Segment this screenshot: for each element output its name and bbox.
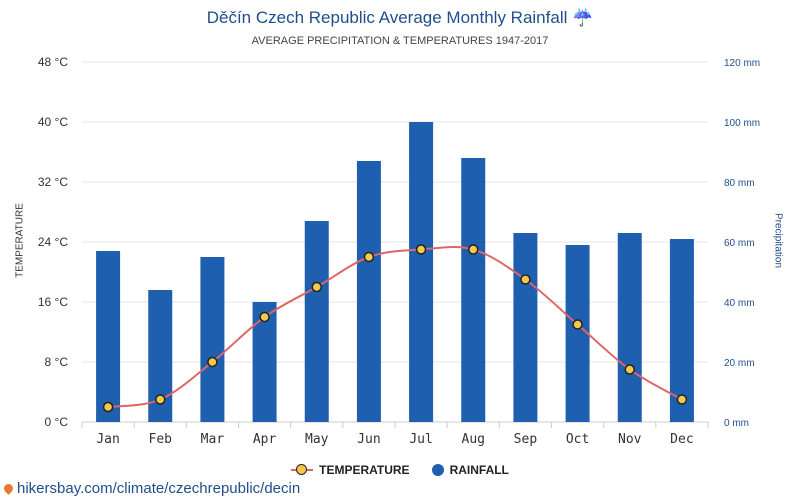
y-tick-label-right: 40 mm [724, 298, 755, 309]
temperature-point [520, 274, 531, 285]
x-tick-label: Jul [409, 432, 432, 447]
x-tick-label: Feb [149, 432, 173, 447]
temperature-legend-icon [291, 464, 314, 476]
x-tick-label: Mar [201, 432, 225, 447]
x-tick-label: Oct [566, 432, 589, 447]
chart-title: Děčín Czech Republic Average Monthly Rai… [206, 8, 594, 27]
rainfall-bar [617, 233, 642, 422]
rainfall-bar [252, 302, 277, 422]
location-pin-icon [2, 482, 15, 495]
temperature-line [107, 245, 683, 408]
legend-label-temperature: TEMPERATURE [319, 463, 410, 477]
rainfall-bar [669, 239, 694, 422]
temperature-point [259, 311, 270, 323]
legend: TEMPERATURE RAINFALL [0, 463, 800, 477]
temperature-point [676, 394, 688, 405]
legend-label-rainfall: RAINFALL [449, 463, 509, 477]
rainfall-bar [304, 221, 329, 422]
y-tick-label-right: 20 mm [724, 358, 755, 369]
y-tick-label-left: 32 °C [38, 175, 68, 189]
temperature-point [415, 244, 427, 255]
temperature-point [311, 281, 322, 293]
rainfall-bar [356, 161, 381, 422]
temperature-point [207, 356, 218, 368]
x-tick-label: Jan [96, 432, 119, 447]
temperature-point [572, 319, 583, 330]
y-tick-label-left: 8 °C [45, 355, 69, 369]
temperature-point [624, 364, 635, 375]
source-link[interactable]: hikersbay.com/climate/czechrepublic/deci… [2, 480, 301, 497]
temperature-point [102, 401, 114, 413]
y-tick-label-right: 80 mm [724, 178, 755, 189]
x-tick-label: Dec [670, 432, 693, 447]
y-tick-label-left: 40 °C [38, 115, 68, 129]
x-tick-label: Aug [462, 432, 485, 447]
x-tick-label: Sep [514, 432, 538, 447]
y-tick-label-left: 48 °C [38, 55, 68, 69]
y-tick-label-left: 0 °C [45, 415, 69, 429]
x-tick-label: Jun [357, 432, 380, 447]
source-url: hikersbay.com/climate/czechrepublic/deci… [17, 480, 301, 497]
x-tick-label: Apr [253, 432, 277, 447]
rainfall-bar [200, 257, 225, 422]
y-tick-label-right: 0 mm [724, 418, 749, 429]
x-tick-label: May [305, 432, 329, 447]
chart-area: 0 °C 0 mm 8 °C 20 mm 16 °C 40 mm 24 °C 60 mm 32 … [38, 55, 760, 447]
y-tick-label-right: 60 mm [724, 238, 755, 249]
rainfall-bar [513, 233, 538, 422]
rainfall-bar [409, 122, 434, 422]
y-tick-label-right: 120 mm [724, 58, 760, 69]
temperature-point [155, 394, 166, 405]
y-tick-label-left: 16 °C [38, 295, 68, 309]
rainfall-bar [461, 158, 486, 422]
legend-item-temperature[interactable]: TEMPERATURE [291, 463, 410, 477]
x-tick-label: Nov [618, 432, 642, 447]
chart-subtitle: AVERAGE PRECIPITATION & TEMPERATURES 194… [251, 35, 549, 47]
y-tick-label-left: 24 °C [38, 235, 68, 249]
temperature-point [468, 244, 479, 255]
legend-item-rainfall[interactable]: RAINFALL [431, 463, 509, 477]
rainfall-bar [96, 251, 121, 422]
y-tick-label-right: 100 mm [724, 118, 760, 129]
temperature-point [363, 251, 375, 263]
rainfall-legend-icon [431, 464, 444, 476]
rainfall-bar [565, 245, 590, 422]
